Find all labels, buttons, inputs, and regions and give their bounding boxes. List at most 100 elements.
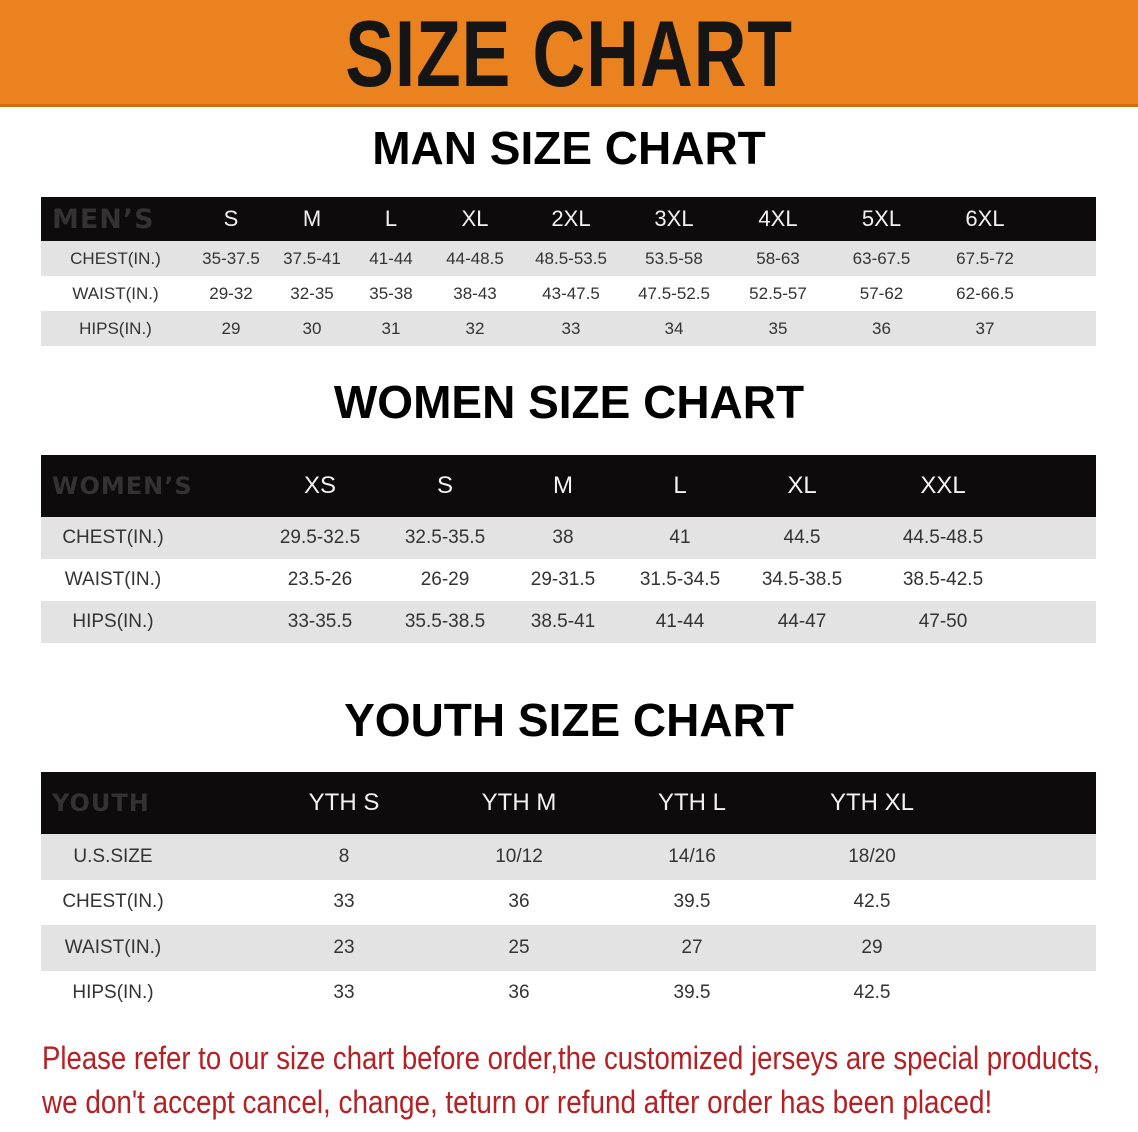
table-row: HIPS(IN.) 33 36 39.5 42.5 bbox=[41, 970, 1096, 1016]
table-row: HIPS(IN.) 29 30 31 32 33 34 35 36 37 bbox=[41, 311, 1096, 346]
size-header-s: S bbox=[223, 206, 239, 231]
measurement-value: 44.5-48.5 bbox=[902, 527, 984, 548]
measurement-value: 25 bbox=[508, 936, 530, 958]
measurement-label: WAIST(IN.) bbox=[72, 283, 159, 303]
measurement-value: 29.5-32.5 bbox=[279, 527, 361, 548]
measurement-value: 67.5-72 bbox=[956, 248, 1014, 268]
size-header-3xl: 3XL bbox=[654, 206, 694, 231]
measurement-value: 34 bbox=[664, 318, 684, 338]
measurement-value: 32.5-35.5 bbox=[404, 527, 486, 548]
size-header-xl: XL bbox=[461, 206, 489, 231]
measurement-value: 32-35 bbox=[290, 283, 334, 303]
size-header-yth-s: YTH S bbox=[308, 789, 380, 816]
size-header-4xl: 4XL bbox=[758, 206, 798, 231]
measurement-value: 30 bbox=[302, 318, 322, 338]
measurement-value: 52.5-57 bbox=[749, 283, 807, 303]
measurement-value: 38 bbox=[552, 527, 574, 548]
men-size-table: MEN’S S M L XL 2XL 3XL 4XL 5XL 6XL CHEST(IN.) 35-37… bbox=[41, 197, 1096, 346]
table-row: U.S.SIZE 8 10/12 14/16 18/20 bbox=[41, 834, 1096, 880]
measurement-value: 38-43 bbox=[453, 283, 497, 303]
measurement-value: 37 bbox=[975, 318, 995, 338]
measurement-value: 53.5-58 bbox=[645, 248, 703, 268]
size-header-yth-m: YTH M bbox=[481, 789, 557, 816]
measurement-value: 26-29 bbox=[420, 569, 470, 590]
measurement-value: 44-47 bbox=[777, 611, 827, 632]
measurement-value: 31 bbox=[381, 318, 401, 338]
measurement-label: HIPS(IN.) bbox=[79, 318, 152, 338]
measurement-label: WAIST(IN.) bbox=[64, 936, 162, 958]
banner: SIZE CHART bbox=[0, 0, 1138, 107]
measurement-value: 37.5-41 bbox=[283, 248, 341, 268]
measurement-value: 35 bbox=[768, 318, 788, 338]
measurement-value: 62-66.5 bbox=[956, 283, 1014, 303]
measurement-value: 29-32 bbox=[209, 283, 253, 303]
measurement-value: 33 bbox=[561, 318, 581, 338]
measurement-value: 38.5-42.5 bbox=[902, 569, 984, 590]
table-header-label: YOUTH bbox=[52, 789, 150, 817]
order-notice-line-2: we don't accept cancel, change, teturn o… bbox=[42, 1084, 993, 1120]
measurement-value: 58-63 bbox=[756, 248, 800, 268]
size-header-s: S bbox=[436, 472, 453, 499]
table-row: WAIST(IN.) 29-32 32-35 35-38 38-43 43-47.5 47.… bbox=[41, 276, 1096, 311]
women-section-title: WOMEN SIZE CHART bbox=[333, 376, 805, 428]
table-header-label: WOMEN’S bbox=[52, 472, 193, 500]
size-header-m: M bbox=[302, 206, 322, 231]
measurement-value: 47.5-52.5 bbox=[638, 283, 710, 303]
measurement-value: 42.5 bbox=[853, 891, 891, 913]
measurement-value: 41 bbox=[669, 527, 691, 548]
size-header-xxl: XXL bbox=[920, 472, 966, 499]
measurement-value: 39.5 bbox=[673, 982, 711, 1004]
measurement-value: 44-48.5 bbox=[446, 248, 504, 268]
measurement-value: 23.5-26 bbox=[287, 569, 353, 590]
size-header-xl: XL bbox=[787, 472, 817, 499]
size-header-xs: XS bbox=[303, 472, 336, 499]
measurement-value: 18/20 bbox=[848, 845, 896, 867]
table-row: WAIST(IN.) 23.5-26 26-29 29-31.5 31.5-34.5 34… bbox=[41, 559, 1096, 601]
measurement-value: 33-35.5 bbox=[287, 611, 353, 632]
measurement-label: WAIST(IN.) bbox=[64, 569, 162, 590]
size-header-2xl: 2XL bbox=[551, 206, 591, 231]
measurement-value: 44.5 bbox=[783, 527, 821, 548]
women-size-table: WOMEN’S XS S M L XL XXL CHEST(IN.) 29.5-32.5 32.5… bbox=[41, 455, 1096, 643]
youth-size-table: YOUTH YTH S YTH M YTH L YTH XL U.S.SIZE 8 10/12… bbox=[41, 772, 1096, 1016]
measurement-value: 29 bbox=[221, 318, 241, 338]
size-header-m: M bbox=[553, 472, 573, 499]
table-row: HIPS(IN.) 33-35.5 35.5-38.5 38.5-41 41-44 44-… bbox=[41, 601, 1096, 643]
measurement-value: 42.5 bbox=[853, 982, 891, 1004]
youth-section-title: YOUTH SIZE CHART bbox=[344, 694, 794, 746]
measurement-label: HIPS(IN.) bbox=[72, 982, 154, 1004]
measurement-label: CHEST(IN.) bbox=[70, 248, 161, 268]
table-row: CHEST(IN.) 33 36 39.5 42.5 bbox=[41, 879, 1096, 925]
measurement-value: 33 bbox=[333, 891, 355, 913]
measurement-label: CHEST(IN.) bbox=[62, 527, 164, 548]
measurement-value: 23 bbox=[333, 936, 355, 958]
measurement-value: 57-62 bbox=[859, 283, 904, 303]
table-header-label: MEN’S bbox=[52, 203, 155, 235]
size-header-l: L bbox=[384, 206, 398, 231]
measurement-value: 29-31.5 bbox=[530, 569, 596, 590]
measurement-value: 14/16 bbox=[668, 845, 716, 867]
measurement-value: 36 bbox=[508, 891, 530, 913]
measurement-value: 36 bbox=[508, 982, 530, 1004]
table-header-row: YOUTH YTH S YTH M YTH L YTH XL bbox=[41, 772, 1096, 834]
size-header-yth-l: YTH L bbox=[657, 789, 726, 816]
order-notice-line-1: Please refer to our size chart before or… bbox=[42, 1040, 1101, 1076]
table-row: CHEST(IN.) 35-37.5 37.5-41 41-44 44-48.5 48.5… bbox=[41, 241, 1096, 276]
measurement-value: 29 bbox=[861, 936, 883, 958]
measurement-label: HIPS(IN.) bbox=[72, 611, 154, 632]
men-section-title: MAN SIZE CHART bbox=[372, 122, 766, 174]
size-header-6xl: 6XL bbox=[965, 206, 1005, 231]
measurement-value: 35.5-38.5 bbox=[404, 611, 486, 632]
size-header-yth-xl: YTH XL bbox=[829, 789, 915, 816]
measurement-value: 41-44 bbox=[369, 248, 413, 268]
table-header-row: MEN’S S M L XL 2XL 3XL 4XL 5XL 6XL bbox=[41, 197, 1096, 241]
measurement-value: 41-44 bbox=[655, 611, 705, 632]
measurement-label: U.S.SIZE bbox=[73, 845, 153, 867]
measurement-value: 27 bbox=[681, 936, 703, 958]
size-header-5xl: 5XL bbox=[861, 206, 902, 231]
size-header-l: L bbox=[673, 472, 687, 499]
measurement-value: 31.5-34.5 bbox=[639, 569, 721, 590]
table-row: CHEST(IN.) 29.5-32.5 32.5-35.5 38 41 44.5 44.5… bbox=[41, 517, 1096, 559]
measurement-value: 48.5-53.5 bbox=[535, 248, 607, 268]
measurement-value: 38.5-41 bbox=[530, 611, 596, 632]
